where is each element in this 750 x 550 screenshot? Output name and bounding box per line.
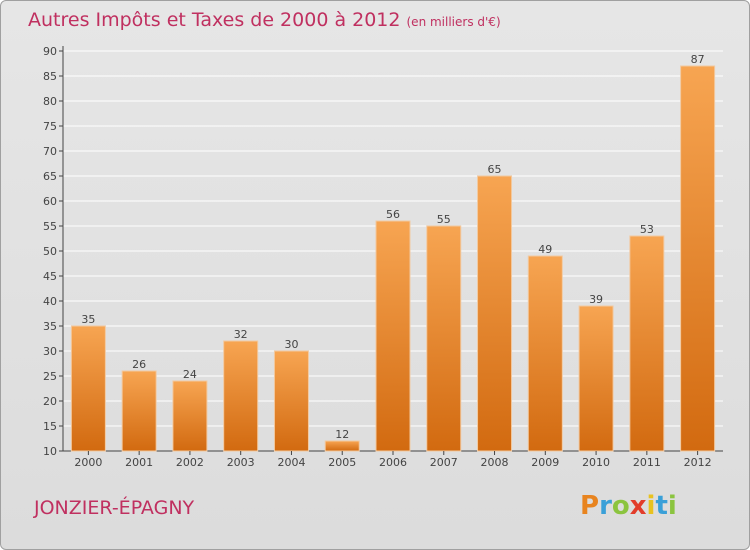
y-tick-label: 90: [43, 45, 57, 58]
x-tick-label: 2003: [227, 456, 255, 469]
x-tick-label: 2002: [176, 456, 204, 469]
data-label: 39: [589, 293, 603, 306]
bar: [324, 440, 360, 452]
y-tick-label: 85: [43, 70, 57, 83]
y-tick-label: 65: [43, 170, 57, 183]
y-tick-label: 15: [43, 420, 57, 433]
logo-letter: o: [611, 491, 630, 521]
data-label: 26: [132, 358, 146, 371]
y-tick-label: 30: [43, 345, 57, 358]
data-label: 87: [691, 53, 705, 66]
bar: [70, 325, 106, 452]
proxiti-logo: Proxiti: [580, 491, 677, 521]
y-tick-label: 60: [43, 195, 57, 208]
logo-letter: i: [667, 491, 677, 521]
bar: [527, 255, 563, 452]
y-tick-label: 50: [43, 245, 57, 258]
logo-letter: r: [599, 491, 612, 521]
x-tick-label: 2009: [531, 456, 559, 469]
bar: [680, 65, 716, 452]
y-tick-label: 70: [43, 145, 57, 158]
x-tick-label: 2000: [74, 456, 102, 469]
logo-letter: x: [629, 491, 647, 521]
x-tick-label: 2012: [684, 456, 712, 469]
logo-letter: t: [655, 491, 668, 521]
bar: [172, 380, 208, 452]
logo-letter: i: [646, 491, 656, 521]
bar: [578, 305, 614, 452]
y-tick-label: 80: [43, 95, 57, 108]
data-label: 12: [335, 428, 349, 441]
data-label: 56: [386, 208, 400, 221]
data-label: 30: [284, 338, 298, 351]
chart-title: Autres Impôts et Taxes de 2000 à 2012 (en…: [28, 9, 501, 31]
commune-name: JONZIER-ÉPAGNY: [34, 497, 195, 519]
x-tick-label: 2008: [481, 456, 509, 469]
x-tick-label: 2004: [277, 456, 305, 469]
y-tick-label: 75: [43, 120, 57, 133]
y-tick-label: 35: [43, 320, 57, 333]
x-tick-label: 2010: [582, 456, 610, 469]
data-label: 49: [538, 243, 552, 256]
y-tick-label: 20: [43, 395, 57, 408]
chart-unit: (en milliers d'€): [406, 15, 501, 29]
bar: [223, 340, 259, 452]
data-label: 55: [437, 213, 451, 226]
y-tick-label: 45: [43, 270, 57, 283]
x-tick-label: 2011: [633, 456, 661, 469]
bar: [375, 220, 411, 452]
y-tick-label: 55: [43, 220, 57, 233]
logo-letter: P: [580, 491, 600, 521]
chart-title-text: Autres Impôts et Taxes de 2000 à 2012: [28, 9, 401, 31]
y-tick-label: 10: [43, 445, 57, 458]
bar: [629, 235, 665, 452]
data-label: 24: [183, 368, 197, 381]
data-label: 53: [640, 223, 654, 236]
x-tick-label: 2007: [430, 456, 458, 469]
bar: [477, 175, 513, 452]
data-label: 32: [234, 328, 248, 341]
bar: [426, 225, 462, 452]
bar: [273, 350, 309, 452]
data-label: 65: [488, 163, 502, 176]
y-tick-label: 25: [43, 370, 57, 383]
x-tick-label: 2005: [328, 456, 356, 469]
data-label: 35: [81, 313, 95, 326]
x-tick-label: 2006: [379, 456, 407, 469]
x-tick-label: 2001: [125, 456, 153, 469]
y-tick-label: 40: [43, 295, 57, 308]
bar: [121, 370, 157, 452]
